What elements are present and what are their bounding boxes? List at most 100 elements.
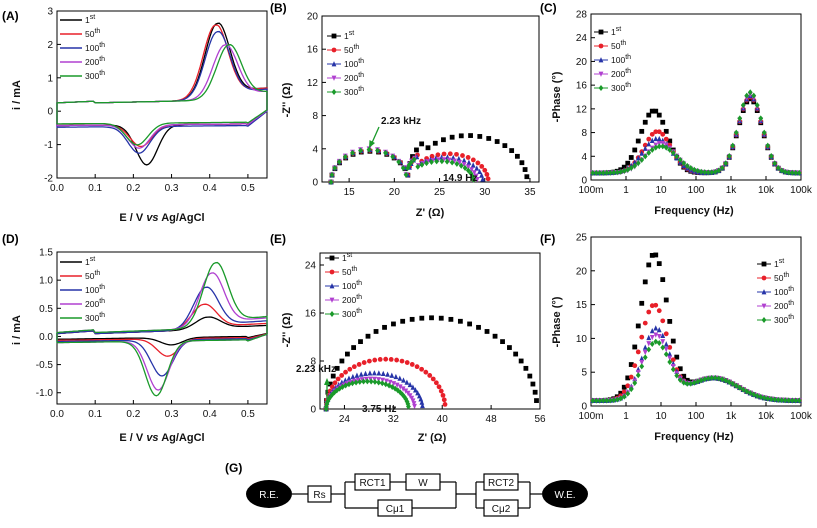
data-point: [691, 379, 697, 386]
data-point: [340, 383, 345, 390]
annotation-e-low-freq: 3.75 Hz: [362, 404, 396, 415]
data-point: [621, 167, 627, 174]
legend-entry-label: 200th: [85, 56, 105, 67]
data-point: [772, 396, 778, 403]
data-point: [519, 160, 525, 166]
data-point: [467, 321, 473, 327]
panel-b-xlabel: Z' (Ω): [416, 207, 445, 219]
data-point: [607, 397, 613, 404]
data-point: [361, 378, 366, 385]
legend-entry-label: 300th: [85, 312, 105, 323]
data-point: [663, 346, 669, 353]
data-point: [656, 261, 662, 267]
data-point: [403, 388, 409, 394]
data-point: [435, 152, 441, 158]
data-point: [625, 166, 631, 173]
data-point: [532, 389, 538, 395]
data-point: [639, 300, 645, 306]
y-tick-label: 8: [312, 111, 318, 122]
data-point: [379, 380, 385, 387]
data-point: [329, 269, 335, 275]
data-point: [394, 382, 400, 388]
data-point: [625, 375, 631, 381]
data-point: [642, 354, 648, 361]
data-point: [684, 162, 690, 169]
y-tick-label: -1.0: [36, 388, 54, 399]
legend-entry-suffix: th: [358, 58, 364, 65]
legend-entry-suffix: st: [779, 258, 785, 265]
legend-entry-suffix: th: [94, 28, 100, 35]
legend-entry-number: 100: [611, 55, 625, 65]
data-point: [597, 169, 603, 176]
data-point: [336, 158, 342, 165]
x-tick-label: 56: [534, 414, 546, 425]
legend-entry-suffix: th: [625, 82, 631, 89]
legend-entry-number: 100: [774, 287, 788, 297]
data-point: [698, 377, 704, 384]
data-point: [385, 371, 391, 377]
panel-d-xlabel: E / V vs Ag/AgCl: [119, 432, 204, 444]
data-point: [371, 370, 377, 376]
x-tick-label: 10k: [758, 411, 775, 422]
data-point: [796, 169, 802, 176]
legend-entry-suffix: th: [358, 86, 364, 93]
data-point: [670, 149, 676, 156]
data-point: [646, 262, 652, 268]
data-point: [597, 397, 603, 404]
x-tick-label: 35: [524, 187, 536, 198]
data-point: [339, 358, 345, 364]
data-point: [639, 128, 645, 134]
data-point: [332, 164, 338, 171]
panel-g-circuit: (G) R.E. Rs RCT1 W Cμ1: [225, 461, 588, 517]
data-point: [527, 373, 533, 379]
data-point: [399, 358, 405, 364]
data-point: [427, 373, 433, 378]
y-tick-label: 4: [581, 152, 587, 163]
data-point: [454, 151, 459, 157]
panel-label-a: (A): [2, 9, 19, 23]
data-point: [367, 370, 373, 376]
annotation-e-arrowhead: [324, 378, 330, 385]
data-point: [653, 302, 659, 308]
x-tick-label: 100: [688, 185, 705, 196]
x-tick-label: 1k: [726, 411, 738, 422]
legend-entry-suffix: st: [347, 252, 353, 259]
data-point: [327, 381, 333, 387]
data-point: [383, 149, 388, 156]
x-tick-label: 0.3: [165, 409, 179, 420]
data-point: [479, 164, 485, 169]
data-point: [423, 369, 429, 375]
data-point: [449, 159, 455, 166]
panel-label-f: (F): [540, 232, 555, 246]
legend-entry-number: 200: [611, 69, 625, 79]
legend-entry-number: 50: [85, 29, 95, 39]
data-point: [410, 154, 415, 159]
legend-entry-suffix: th: [788, 314, 794, 321]
data-point: [663, 331, 669, 337]
legend-entry-number: 300: [342, 309, 356, 319]
data-point: [600, 169, 606, 176]
x-tick-label: 100k: [790, 185, 813, 196]
x-tick-label: 15: [344, 187, 356, 198]
panel-b-frame: [321, 15, 540, 183]
data-point: [639, 355, 645, 361]
data-point: [409, 316, 415, 322]
data-point: [660, 339, 666, 345]
data-point: [761, 261, 767, 267]
data-point: [473, 173, 479, 179]
data-point: [389, 383, 395, 390]
data-point: [740, 102, 746, 109]
x-tick-label: 10: [655, 411, 667, 422]
data-point: [677, 366, 683, 372]
data-point: [646, 341, 652, 347]
legend-entry-number: 100: [342, 281, 356, 291]
data-point: [719, 164, 725, 171]
data-point: [347, 366, 353, 372]
panel-label-b: (B): [270, 1, 287, 15]
y-tick-label: -0.5: [36, 360, 54, 371]
data-point: [518, 358, 524, 364]
x-tick-label: 1: [623, 185, 629, 196]
data-point: [350, 380, 355, 387]
